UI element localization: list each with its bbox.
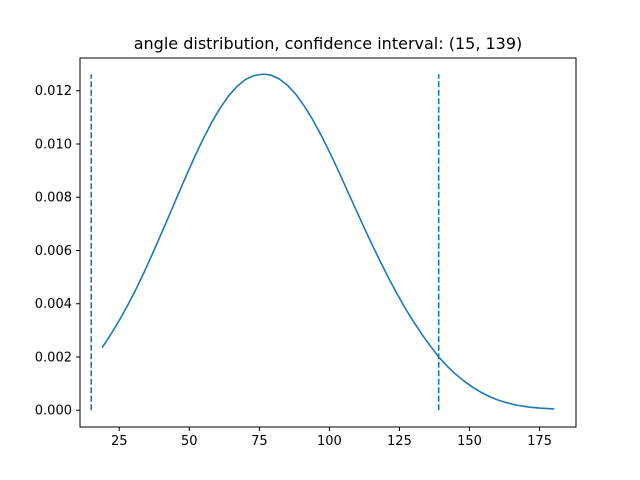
x-tick-label: 125 [387,434,412,449]
density-curve [101,73,555,410]
x-tick-label: 175 [527,434,552,449]
y-tick-label: 0.010 [35,137,72,152]
chart-title: angle distribution, confidence interval:… [134,34,523,53]
x-tick-label: 100 [317,434,342,449]
x-tick-label: 25 [111,434,128,449]
y-tick-label: 0.012 [35,84,72,99]
y-axis: 0.000 0.002 0.004 0.006 0.008 0.010 0.012 [35,84,80,419]
y-tick-label: 0.000 [35,404,72,419]
series-layer [90,73,555,411]
y-tick-label: 0.004 [35,297,72,312]
y-tick-label: 0.006 [35,244,72,259]
x-axis: 25 50 75 100 125 150 175 [111,427,552,449]
y-tick-label: 0.002 [35,350,72,365]
y-tick-label: 0.008 [35,191,72,206]
x-tick-label: 150 [457,434,482,449]
x-tick-label: 75 [251,434,268,449]
axes-frame [79,57,577,428]
x-tick-label: 50 [181,434,198,449]
